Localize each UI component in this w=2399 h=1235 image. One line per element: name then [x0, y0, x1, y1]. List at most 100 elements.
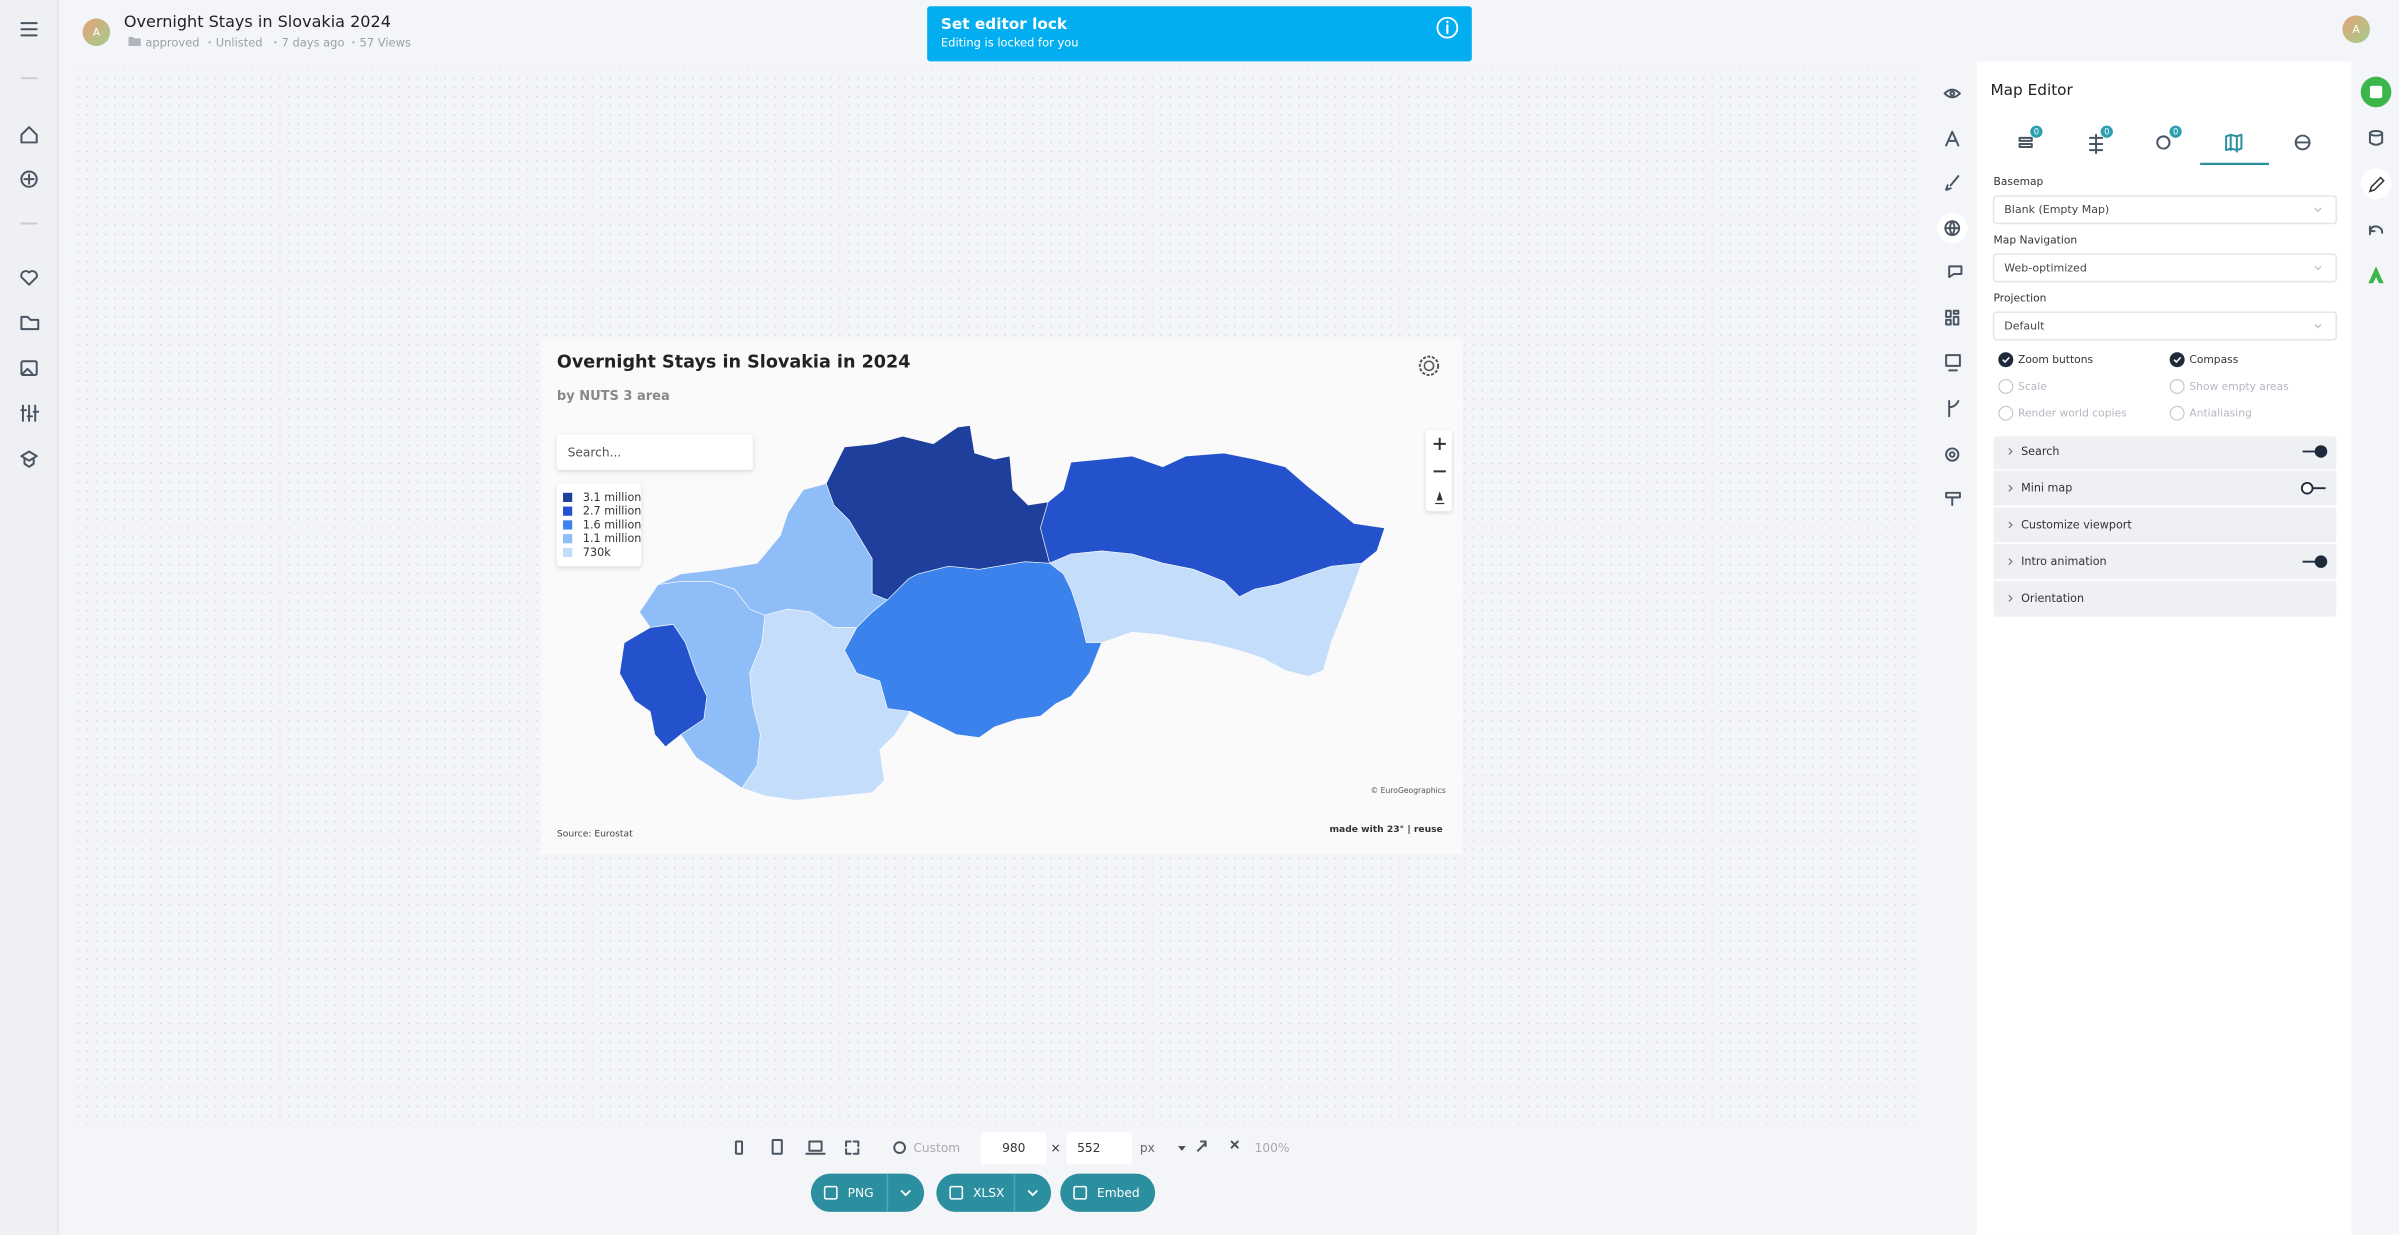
select-value: Web-optimized [2004, 261, 2087, 274]
chevron [2008, 484, 2013, 492]
options: Zoom buttons Compass Scale Show empty areas… [1998, 352, 2289, 421]
checkbox[interactable] [1998, 405, 2014, 421]
logo [1418, 355, 1440, 376]
checkbox[interactable] [2169, 405, 2185, 421]
folder-icon [128, 36, 141, 47]
section-label[interactable]: Search [2021, 445, 2059, 458]
section-label[interactable]: Customize viewport [2021, 518, 2132, 531]
option-label: Antialiasing [2189, 407, 2251, 420]
sidebar [0, 0, 59, 1235]
chevron [2314, 265, 2322, 271]
globe-icon [1944, 220, 1961, 237]
export-label: PNG [848, 1186, 874, 1200]
meta-item: 7 days ago [282, 35, 345, 49]
right-icons[interactable] [2368, 129, 2384, 236]
search-placeholder: Search... [568, 446, 622, 460]
fields: Basemap Blank (Empty Map) Map Navigation We… [1992, 175, 2338, 341]
toggle-knob [2300, 481, 2314, 495]
export-button[interactable] [936, 1173, 1052, 1212]
times: × [1051, 1141, 1061, 1155]
footer-icons[interactable] [1196, 1140, 1239, 1152]
banner-title: Set editor lock [941, 15, 1068, 33]
legend-swatch [563, 520, 573, 530]
region[interactable] [619, 624, 708, 748]
height-value: 552 [1077, 1141, 1100, 1155]
panel-title: Map Editor [1990, 81, 2073, 99]
select-value: Blank (Empty Map) [2004, 203, 2109, 216]
field-label: Basemap [1994, 175, 2044, 188]
height-input[interactable] [1066, 1132, 1133, 1165]
checkbox[interactable] [1998, 352, 2014, 368]
lock-banner[interactable] [927, 6, 1472, 62]
checkbox[interactable] [2169, 378, 2185, 394]
export-button[interactable] [810, 1173, 925, 1212]
export-buttons: PNG XLSX Embed [810, 1173, 1156, 1212]
legend-swatch [563, 534, 573, 544]
unit: px [1140, 1141, 1155, 1155]
zoom-level: 100% [1255, 1141, 1290, 1155]
badge-count: 0 [2034, 127, 2039, 137]
meta-item: 57 Views [360, 35, 411, 49]
edit-tab[interactable] [2360, 168, 2392, 200]
badges: 0 0 0 [2030, 125, 2182, 138]
badge [2169, 125, 2182, 138]
section-rows: Search Mini map Customize viewport Intro an… [1993, 445, 2337, 605]
legend-swatch [563, 492, 573, 502]
source: Source: Eurostat [557, 828, 633, 839]
info-icon[interactable] [1436, 16, 1459, 39]
section-label[interactable]: Orientation [2021, 592, 2084, 605]
option-label: Compass [2189, 353, 2238, 366]
section-label[interactable]: Mini map [2021, 482, 2072, 495]
legend-label: 1.1 million [583, 532, 641, 545]
checkmark [2002, 356, 2010, 364]
chevron [2008, 594, 2013, 602]
checkbox[interactable] [1998, 378, 2014, 394]
map [619, 425, 1386, 801]
chevron [2008, 558, 2013, 566]
map-search[interactable] [556, 434, 753, 470]
legend-swatch [563, 547, 573, 558]
badge-count: 0 [2104, 127, 2109, 137]
legend-label: 2.7 million [583, 505, 641, 518]
checkbox[interactable] [2169, 352, 2185, 368]
width-input[interactable] [980, 1132, 1047, 1165]
user-initial: A [2353, 23, 2361, 36]
legend-label: 3.1 million [583, 491, 641, 504]
export-label: Embed [1097, 1186, 1140, 1200]
chart-title: Overnight Stays in Slovakia in 2024 [557, 353, 911, 373]
tab-icons[interactable] [2018, 133, 2311, 155]
sidebar-icons[interactable] [20, 22, 40, 468]
tool-icons[interactable] [1943, 88, 1963, 507]
legend-label: 730k [583, 546, 611, 559]
select[interactable] [1992, 253, 2338, 283]
field-label: Map Navigation [1994, 233, 2078, 246]
device-icons[interactable] [734, 1138, 906, 1155]
export-label: XLSX [973, 1186, 1004, 1200]
export-button[interactable] [1060, 1173, 1156, 1212]
select[interactable] [1992, 311, 2338, 341]
badge [2030, 125, 2043, 138]
size-preset[interactable]: Custom [913, 1141, 960, 1155]
separator [352, 41, 355, 44]
option-label: Render world copies [2018, 407, 2127, 420]
avatar[interactable] [82, 18, 111, 47]
document-title: Overnight Stays in Slovakia 2024 [124, 12, 391, 31]
credit[interactable]: made with 23° | reuse [1329, 824, 1442, 835]
unit-dropdown[interactable] [1178, 1146, 1186, 1151]
section-label[interactable]: Intro animation [2021, 555, 2107, 568]
export-icon [823, 1185, 838, 1200]
user-avatar[interactable] [2342, 15, 2370, 43]
zoom-buttons[interactable] [1433, 437, 1446, 505]
select[interactable] [1992, 195, 2338, 225]
option-label: Show empty areas [2189, 380, 2289, 393]
meta: approved Unlisted 7 days ago 57 Views [145, 35, 411, 49]
export-icon [949, 1185, 964, 1200]
export-icon [1073, 1185, 1088, 1200]
dropdown [1027, 1189, 1038, 1197]
badge-count: 0 [2173, 127, 2178, 137]
width-value: 980 [1002, 1141, 1025, 1155]
region[interactable] [741, 608, 911, 801]
legend-label: 1.6 million [583, 518, 641, 531]
chevron [2008, 521, 2013, 529]
